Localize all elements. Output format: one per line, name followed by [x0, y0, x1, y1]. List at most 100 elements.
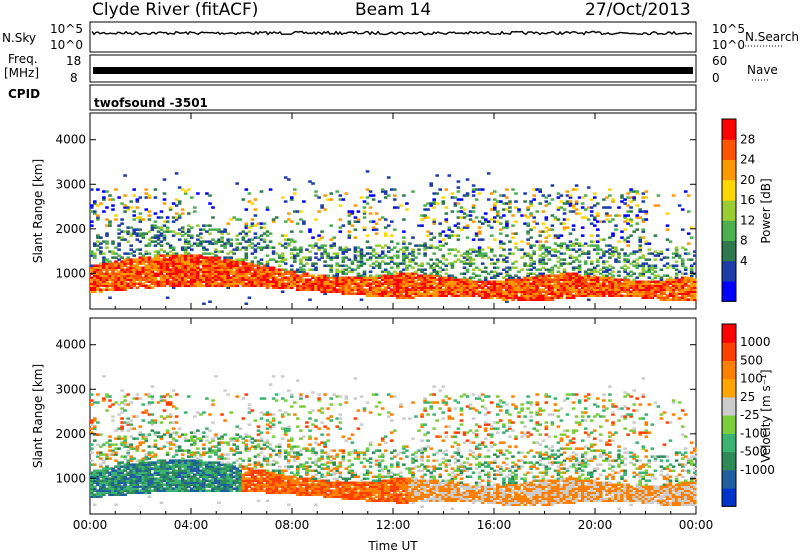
heatmap-cell: [377, 218, 382, 221]
heatmap-cell: [656, 294, 661, 297]
heatmap-cell: [90, 423, 94, 426]
heatmap-cell: [129, 234, 133, 237]
heatmap-cell: [380, 260, 385, 263]
heatmap-cell: [99, 236, 103, 239]
heatmap-cell: [277, 260, 282, 263]
heatmap-cell: [171, 276, 176, 279]
heatmap-cell: [459, 278, 464, 281]
heatmap-cell: [505, 256, 509, 259]
heatmap-cell: [114, 188, 118, 191]
heatmap-cell: [520, 256, 524, 259]
heatmap-cell: [129, 465, 133, 468]
heatmap-cell: [429, 182, 433, 185]
heatmap-cell: [159, 216, 164, 219]
heatmap-cell: [162, 250, 167, 253]
station-title: Clyde River (fitACF): [92, 0, 259, 20]
heatmap-cell: [262, 238, 267, 241]
heatmap-cell: [111, 242, 115, 245]
heatmap-cell: [147, 266, 152, 269]
heatmap-cell: [353, 216, 358, 219]
heatmap-cell: [611, 250, 615, 253]
heatmap-cell: [423, 280, 427, 283]
heatmap-cell: [111, 489, 115, 492]
heatmap-cell: [647, 286, 652, 289]
heatmap-cell: [259, 190, 264, 193]
heatmap-cell: [208, 469, 212, 472]
heatmap-cell: [202, 252, 206, 255]
heatmap-cell: [471, 184, 476, 187]
heatmap-cell: [529, 264, 533, 267]
heatmap-cell: [562, 212, 567, 215]
heatmap-cell: [135, 260, 140, 263]
heatmap-cell: [462, 288, 467, 291]
heatmap-cell: [571, 288, 576, 291]
heatmap-cell: [159, 244, 164, 247]
heatmap-cell: [144, 272, 149, 275]
heatmap-cell: [435, 284, 439, 287]
heatmap-cell: [96, 421, 100, 424]
heatmap-cell: [93, 284, 97, 287]
heatmap-cell: [326, 284, 330, 287]
heatmap-cell: [159, 475, 164, 478]
heatmap-cell: [402, 260, 406, 263]
heatmap-cell: [583, 216, 588, 219]
heatmap-cell: [532, 198, 536, 201]
heatmap-cell: [223, 258, 227, 261]
heatmap-cell: [650, 294, 655, 297]
heatmap-cell: [290, 270, 294, 273]
heatmap-cell: [265, 262, 270, 265]
heatmap-cell: [386, 292, 391, 295]
heatmap-cell: [620, 290, 624, 293]
heatmap-cell: [162, 268, 167, 271]
heatmap-cell: [114, 447, 118, 450]
heatmap-cell: [532, 262, 536, 265]
heatmap-cell: [426, 246, 430, 249]
heatmap-cell: [302, 286, 306, 289]
heatmap-cell: [214, 240, 218, 243]
heatmap-cell: [374, 276, 379, 279]
heatmap-cell: [380, 288, 385, 291]
heatmap-cell: [220, 250, 224, 253]
heatmap-cell: [499, 228, 503, 231]
heatmap-cell: [102, 459, 106, 462]
heatmap-cell: [111, 471, 115, 474]
heatmap-cell: [96, 286, 100, 289]
heatmap-cell: [402, 254, 406, 257]
heatmap-cell: [499, 284, 503, 287]
heatmap-cell: [105, 240, 109, 243]
heatmap-cell: [577, 196, 582, 199]
heatmap-cell: [399, 204, 403, 207]
heatmap-cell: [171, 481, 176, 484]
heatmap-cell: [635, 262, 639, 265]
heatmap-cell: [435, 294, 439, 297]
heatmap-cell: [450, 278, 455, 281]
heatmap-cell: [271, 286, 276, 289]
heatmap-cell: [671, 290, 676, 293]
heatmap-cell: [514, 292, 518, 295]
heatmap-cell: [108, 487, 112, 490]
heatmap-cell: [520, 268, 524, 271]
heatmap-cell: [602, 292, 606, 295]
heatmap-cell: [359, 258, 364, 261]
heatmap-cell: [156, 489, 161, 492]
heatmap-cell: [93, 280, 97, 283]
heatmap-cell: [402, 278, 406, 281]
heatmap-cell: [180, 262, 185, 265]
heatmap-cell: [114, 264, 118, 267]
heatmap-cell: [159, 272, 164, 275]
heatmap-cell: [147, 272, 152, 275]
heatmap-cell: [565, 246, 570, 249]
heatmap-cell: [547, 228, 552, 231]
heatmap-cell: [90, 282, 94, 285]
heatmap-cell: [538, 202, 542, 205]
heatmap-cell: [126, 272, 130, 275]
heatmap-cell: [417, 286, 421, 289]
heatmap-cell: [99, 246, 103, 249]
heatmap-cell: [529, 290, 533, 293]
heatmap-cell: [156, 216, 161, 219]
heatmap-cell: [426, 234, 430, 237]
heatmap-cell: [338, 264, 343, 267]
heatmap-cell: [556, 284, 561, 287]
heatmap-cell: [138, 256, 143, 259]
heatmap-cell: [356, 260, 361, 263]
